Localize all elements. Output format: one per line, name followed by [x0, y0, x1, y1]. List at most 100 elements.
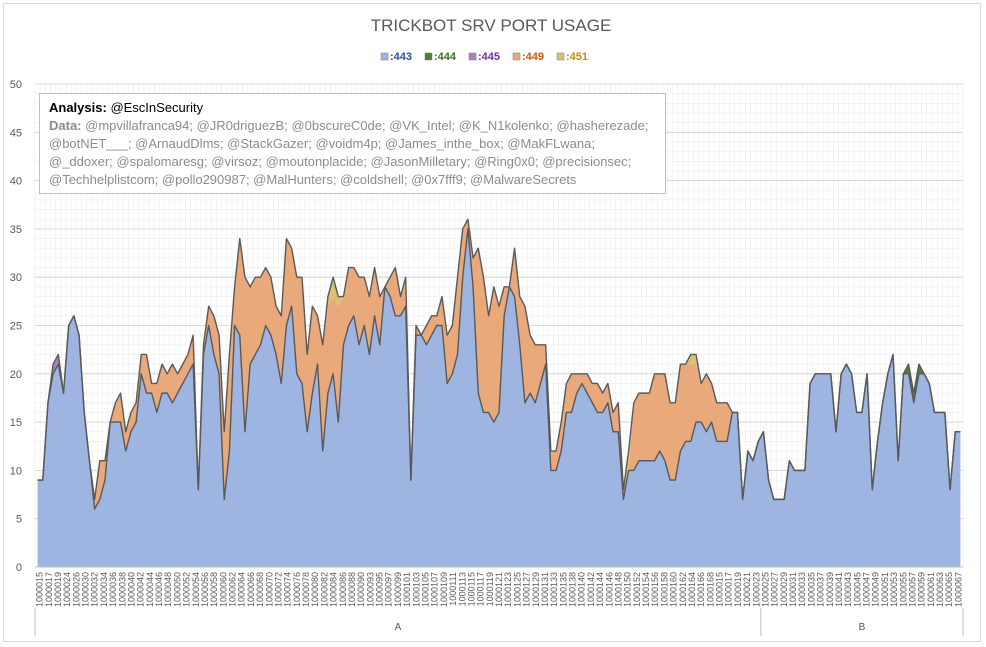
- x-tick-label: 1000040: [126, 572, 136, 607]
- x-tick-label: 1000046: [154, 572, 164, 607]
- legend-item: :445: [468, 51, 500, 63]
- x-tick-label: 1000017: [44, 572, 54, 607]
- x-tick-label: 1000063: [935, 572, 945, 607]
- x-tick-label: 1000138: [568, 572, 578, 607]
- x-tick-label: 1000024: [62, 572, 72, 607]
- x-tick-label: 1000084: [329, 572, 339, 607]
- x-tick-label: 1000042: [136, 572, 146, 607]
- group-label: B: [859, 622, 866, 633]
- x-tick-label: 1000080: [310, 572, 320, 607]
- x-tick-label: 1000072: [273, 572, 283, 607]
- group-label: A: [395, 622, 402, 633]
- x-tick-label: 1000135: [558, 572, 568, 607]
- x-tick-label: 1000115: [466, 572, 476, 606]
- x-tick-label: 1000048: [163, 572, 173, 607]
- x-tick-label: 1000059: [917, 572, 927, 607]
- x-tick-label: 1000109: [439, 572, 449, 607]
- x-tick-label: 1000076: [292, 572, 302, 607]
- x-tick-label: 1000131: [540, 572, 550, 607]
- legend-swatch: [468, 52, 477, 61]
- x-tick-label: 1000113: [457, 572, 467, 606]
- x-tick-label: 1000060: [218, 572, 228, 607]
- x-tick-label: 1000017: [724, 572, 734, 607]
- x-tick-label: 1000127: [522, 572, 532, 607]
- analysis-value: @EscInSecurity: [110, 100, 204, 115]
- x-tick-label: 1000032: [90, 572, 100, 607]
- legend-item: :443: [380, 51, 412, 63]
- x-tick-label: 1000019: [733, 572, 743, 607]
- x-tick-label: 1000068: [255, 572, 265, 607]
- x-tick-label: 1000045: [852, 572, 862, 607]
- x-tick-label: 1000070: [264, 572, 274, 607]
- x-tick-label: 1000099: [393, 572, 403, 607]
- series-area: [37, 219, 961, 510]
- x-tick-label: 1000168: [705, 572, 715, 607]
- data-label: Data:: [49, 118, 82, 133]
- series-outline: [37, 218, 961, 510]
- x-tick-label: 1000090: [356, 572, 366, 607]
- legend-label: :445: [478, 51, 500, 63]
- legend-item: :451: [556, 51, 588, 63]
- x-tick-label: 1000111: [448, 572, 458, 606]
- x-tick-label: 1000146: [604, 572, 614, 607]
- legend-swatch: [424, 52, 433, 61]
- x-tick-label: 1000154: [641, 572, 651, 607]
- x-tick-label: 1000097: [384, 572, 394, 607]
- chart-title: TRICKBOT SRV PORT USAGE: [371, 16, 612, 35]
- x-tick-label: 1000056: [200, 572, 210, 607]
- x-tick-label: 1000029: [779, 572, 789, 607]
- series-line-total: [37, 218, 961, 501]
- analysis-line: Analysis: @EscInSecurity: [49, 99, 656, 117]
- x-tick-label: 1000140: [577, 572, 587, 607]
- x-tick-label: 1000152: [632, 572, 642, 607]
- x-tick-label: 1000062: [228, 572, 238, 607]
- y-tick-label: 50: [10, 79, 22, 91]
- x-tick-label: 1000055: [898, 572, 908, 607]
- x-tick-label: 1000023: [751, 572, 761, 607]
- x-tick-label: 1000044: [145, 572, 155, 607]
- y-tick-label: 35: [10, 224, 22, 236]
- x-tick-label: 1000066: [246, 572, 256, 607]
- x-tick-label: 1000036: [108, 572, 118, 607]
- x-tick-label: 1000067: [953, 572, 963, 607]
- x-tick-label: 1000050: [172, 572, 182, 607]
- y-axis: 0 5 10 15 20 25 30 35 40 45 50: [10, 79, 22, 574]
- x-tick-label: 1000144: [595, 572, 605, 607]
- annotation-box: Analysis: @EscInSecurity Data: @mpvillaf…: [39, 93, 666, 194]
- x-tick-label: 1000156: [650, 572, 660, 607]
- y-tick-label: 5: [16, 514, 22, 526]
- x-tick-label: 1000037: [816, 572, 826, 607]
- x-tick-label: 1000030: [81, 572, 91, 607]
- data-line: Data: @mpvillafranca94; @JR0driguezB; @0…: [49, 117, 656, 189]
- x-tick-label: 1000119: [485, 572, 495, 606]
- x-tick-label: 1000133: [549, 572, 559, 607]
- x-tick-label: 1000054: [191, 572, 201, 607]
- x-tick-label: 1000125: [512, 572, 522, 607]
- legend-item: :444: [424, 51, 457, 63]
- legend-swatch: [512, 52, 521, 61]
- x-tick-label: 1000021: [742, 572, 752, 607]
- legend-label: :443: [390, 51, 412, 63]
- x-tick-label: 1000057: [907, 572, 917, 607]
- x-tick-label: 1000025: [760, 572, 770, 607]
- x-tick-label: 1000034: [99, 572, 109, 607]
- legend-swatch: [380, 52, 389, 61]
- chart-legend: :443 :444 :445 :449 :451: [380, 51, 588, 63]
- analysis-label: Analysis:: [49, 100, 107, 115]
- x-tick-label: 1000031: [788, 572, 798, 607]
- x-tick-label: 1000015: [715, 572, 725, 607]
- x-tick-label: 1000086: [338, 572, 348, 607]
- legend-label: :451: [566, 51, 588, 63]
- legend-item: :449: [512, 51, 544, 63]
- x-tick-label: 1000074: [283, 572, 293, 607]
- x-tick-label: 1000103: [411, 572, 421, 607]
- x-tick-label: 1000064: [237, 572, 247, 607]
- x-tick-label: 1000082: [319, 572, 329, 607]
- x-tick-label: 1000038: [117, 572, 127, 607]
- x-tick-label: 1000105: [421, 572, 431, 607]
- x-tick-label: 1000047: [862, 572, 872, 607]
- x-tick-label: 1000026: [71, 572, 81, 607]
- x-tick-label: 1000101: [402, 572, 412, 607]
- x-tick-label: 1000150: [623, 572, 633, 607]
